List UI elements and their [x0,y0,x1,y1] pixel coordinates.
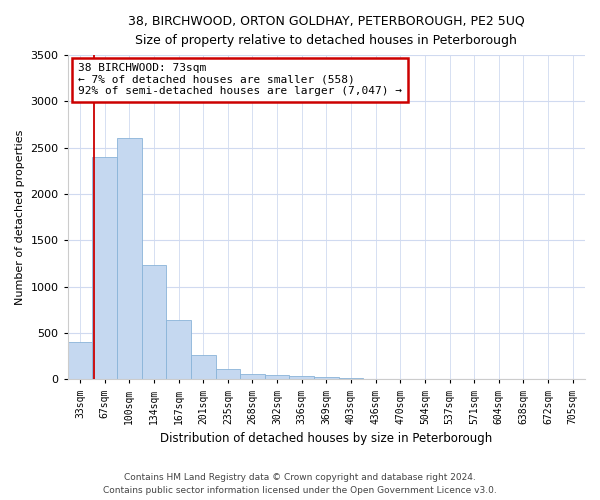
Bar [338,378,364,380]
Text: 38 BIRCHWOOD: 73sqm
← 7% of detached houses are smaller (558)
92% of semi-detach: 38 BIRCHWOOD: 73sqm ← 7% of detached hou… [78,63,402,96]
Text: Contains HM Land Registry data © Crown copyright and database right 2024.
Contai: Contains HM Land Registry data © Crown c… [103,474,497,495]
Bar [289,376,314,380]
Bar [215,369,240,380]
Bar [92,157,117,380]
Bar [142,264,166,380]
Bar [265,375,289,380]
Bar [191,356,215,380]
Bar [166,320,191,380]
Bar [240,374,265,380]
Bar [314,377,338,380]
Y-axis label: Number of detached properties: Number of detached properties [15,130,25,305]
Bar [68,342,92,380]
Bar [117,138,142,380]
Title: 38, BIRCHWOOD, ORTON GOLDHAY, PETERBOROUGH, PE2 5UQ
Size of property relative to: 38, BIRCHWOOD, ORTON GOLDHAY, PETERBOROU… [128,15,525,47]
X-axis label: Distribution of detached houses by size in Peterborough: Distribution of detached houses by size … [160,432,493,445]
